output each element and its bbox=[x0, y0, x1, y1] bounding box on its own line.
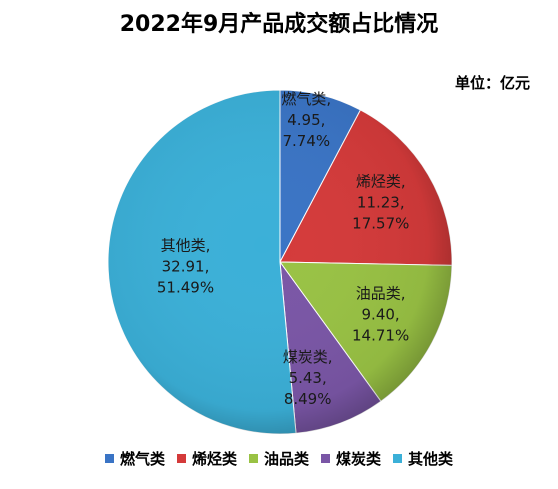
chart-title: 2022年9月产品成交额占比情况 bbox=[119, 12, 439, 37]
legend-item-1: 燃气类 bbox=[104, 448, 165, 469]
slice-name: 燃气类, bbox=[281, 90, 331, 108]
slice-label-2: 烯烃类, 11.23, 17.57% bbox=[352, 173, 409, 233]
slice-value: 5.43, bbox=[289, 369, 327, 387]
slice-label-1: 燃气类, 4.95, 7.74% bbox=[281, 90, 331, 150]
legend-swatch bbox=[104, 454, 114, 463]
slice-percent: 17.57% bbox=[352, 215, 409, 233]
slice-value: 9.40, bbox=[362, 306, 400, 324]
legend-item-3: 油品类 bbox=[248, 448, 309, 469]
slice-label-4: 煤炭类, 5.43, 8.49% bbox=[283, 348, 333, 408]
slice-name: 烯烃类, bbox=[356, 173, 406, 191]
legend-label: 其他类 bbox=[408, 450, 454, 468]
legend-label: 煤炭类 bbox=[336, 450, 382, 468]
legend-label: 烯烃类 bbox=[191, 450, 237, 468]
legend-label: 油品类 bbox=[263, 450, 309, 468]
pie-slices bbox=[107, 89, 453, 435]
legend-item-2: 烯烃类 bbox=[176, 448, 237, 469]
legend-swatch bbox=[321, 454, 330, 463]
slice-name: 其他类, bbox=[161, 236, 211, 254]
legend-label: 燃气类 bbox=[119, 450, 165, 468]
slice-label-5: 其他类, 32.91, 51.49% bbox=[157, 236, 214, 296]
legend-item-5: 其他类 bbox=[393, 448, 453, 469]
slice-percent: 7.74% bbox=[282, 132, 330, 150]
legend-item-4: 煤炭类 bbox=[321, 448, 381, 469]
slice-percent: 8.49% bbox=[284, 390, 332, 408]
slice-percent: 51.49% bbox=[157, 278, 214, 296]
slice-name: 油品类, bbox=[356, 285, 406, 303]
slice-value: 4.95, bbox=[287, 111, 325, 129]
slice-label-3: 油品类, 9.40, 14.71% bbox=[352, 285, 409, 345]
slice-value: 11.23, bbox=[357, 194, 405, 212]
pie-labels: 燃气类, 4.95, 7.74% 烯烃类, 11.23, 17.57% 油品类, 9.40, 1… bbox=[157, 90, 409, 408]
legend-swatch bbox=[176, 454, 186, 463]
legend-swatch bbox=[248, 454, 258, 463]
unit-label: 单位：亿元 bbox=[454, 74, 530, 92]
slice-percent: 14.71% bbox=[352, 327, 409, 345]
slice-name: 煤炭类, bbox=[283, 348, 333, 366]
legend-swatch bbox=[393, 454, 403, 463]
legend: 燃气类 烯烃类 油品类 煤炭类 其他类 bbox=[0, 448, 558, 469]
slice-value: 32.91, bbox=[162, 257, 210, 275]
